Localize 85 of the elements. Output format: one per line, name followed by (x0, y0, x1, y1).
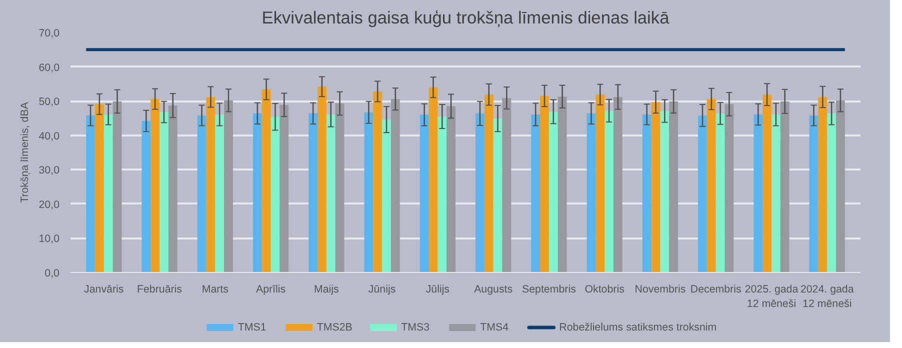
bar (604, 110, 614, 272)
bar (716, 113, 725, 272)
x-tick-label: Novembris (634, 284, 686, 296)
bar (446, 106, 456, 272)
y-tick-label: 20,0 (38, 198, 60, 211)
bar (596, 94, 605, 272)
bar (531, 114, 540, 272)
x-tick-label: Jūlijs (426, 284, 450, 296)
bar (836, 100, 845, 272)
x-tick-label: Jūnijs (368, 284, 396, 296)
bar (390, 99, 400, 272)
bar (502, 98, 512, 272)
bar (586, 113, 596, 272)
bar (308, 113, 318, 272)
bar (642, 114, 652, 272)
bar (724, 104, 734, 272)
bar (476, 113, 484, 272)
bar (428, 87, 438, 272)
x-tick-label: Oktobris (584, 284, 624, 296)
bar (706, 99, 716, 272)
x-tick-label: Maijs (314, 284, 339, 296)
bar (86, 115, 95, 272)
legend-label: TMS3 (401, 322, 430, 334)
legend-label: TMS1 (238, 322, 266, 334)
x-tick-label: Aprīlis (256, 284, 286, 296)
bar (280, 104, 289, 272)
bar (698, 115, 707, 272)
legend-label: TMS2B (316, 322, 352, 334)
x-tick-label: 2024. gada 12 mēneši (800, 284, 854, 310)
y-axis-title: Trokšņa līmenis, dBA (18, 101, 31, 203)
bar (104, 114, 113, 272)
bar (150, 99, 160, 272)
bar (613, 96, 622, 272)
bar (651, 102, 660, 272)
legend-label: Robežlielums satiksmes troksnim (559, 322, 717, 334)
bar (827, 113, 836, 272)
bar (318, 86, 326, 272)
y-tick-label: 50,0 (38, 96, 60, 108)
x-tick-label: Decembris (690, 284, 742, 296)
bar (262, 89, 271, 272)
x-tick-label: Septembris (522, 284, 576, 296)
bar (548, 112, 558, 272)
x-tick-label: Marts (202, 284, 228, 296)
bar (326, 114, 336, 272)
bar (484, 94, 494, 272)
bar (754, 114, 763, 272)
bar (112, 101, 122, 272)
bar (335, 103, 344, 272)
bar (382, 120, 391, 272)
bar (438, 116, 447, 272)
x-tick-label: Februāris (137, 284, 182, 296)
bar (669, 101, 678, 272)
bar (771, 114, 780, 272)
bar (373, 91, 382, 272)
bar (809, 115, 818, 272)
bar (160, 112, 168, 272)
bar (206, 96, 216, 272)
bar (364, 112, 374, 272)
bar (252, 113, 262, 272)
bar (94, 104, 104, 272)
y-tick-label: 10,0 (38, 233, 60, 246)
x-tick-label: 2025. gada 12 mēneši (744, 284, 798, 310)
y-tick-label: 0,0 (44, 268, 60, 280)
x-tick-label: Janvāris (84, 284, 124, 296)
bar (168, 106, 178, 272)
bar (660, 111, 670, 272)
bar (493, 118, 502, 272)
legend-label: TMS4 (480, 322, 509, 334)
chart-title: Ekvivalentais gaisa kuģu trokšņa līmenis dienas laikā (262, 8, 670, 28)
bar (762, 94, 772, 272)
bar (540, 96, 549, 272)
bar (270, 116, 280, 272)
bar (197, 115, 206, 272)
y-tick-label: 40,0 (38, 130, 60, 142)
bar (818, 96, 828, 272)
bar (558, 96, 567, 272)
bar (420, 114, 429, 272)
bar (224, 100, 233, 272)
y-tick-label: 30,0 (38, 164, 60, 177)
bar (142, 120, 151, 272)
y-tick-label: 60,0 (38, 62, 60, 74)
bar (780, 101, 790, 272)
y-tick-label: 70,0 (38, 28, 60, 40)
bar (215, 114, 224, 272)
x-tick-label: Augusts (474, 284, 513, 296)
